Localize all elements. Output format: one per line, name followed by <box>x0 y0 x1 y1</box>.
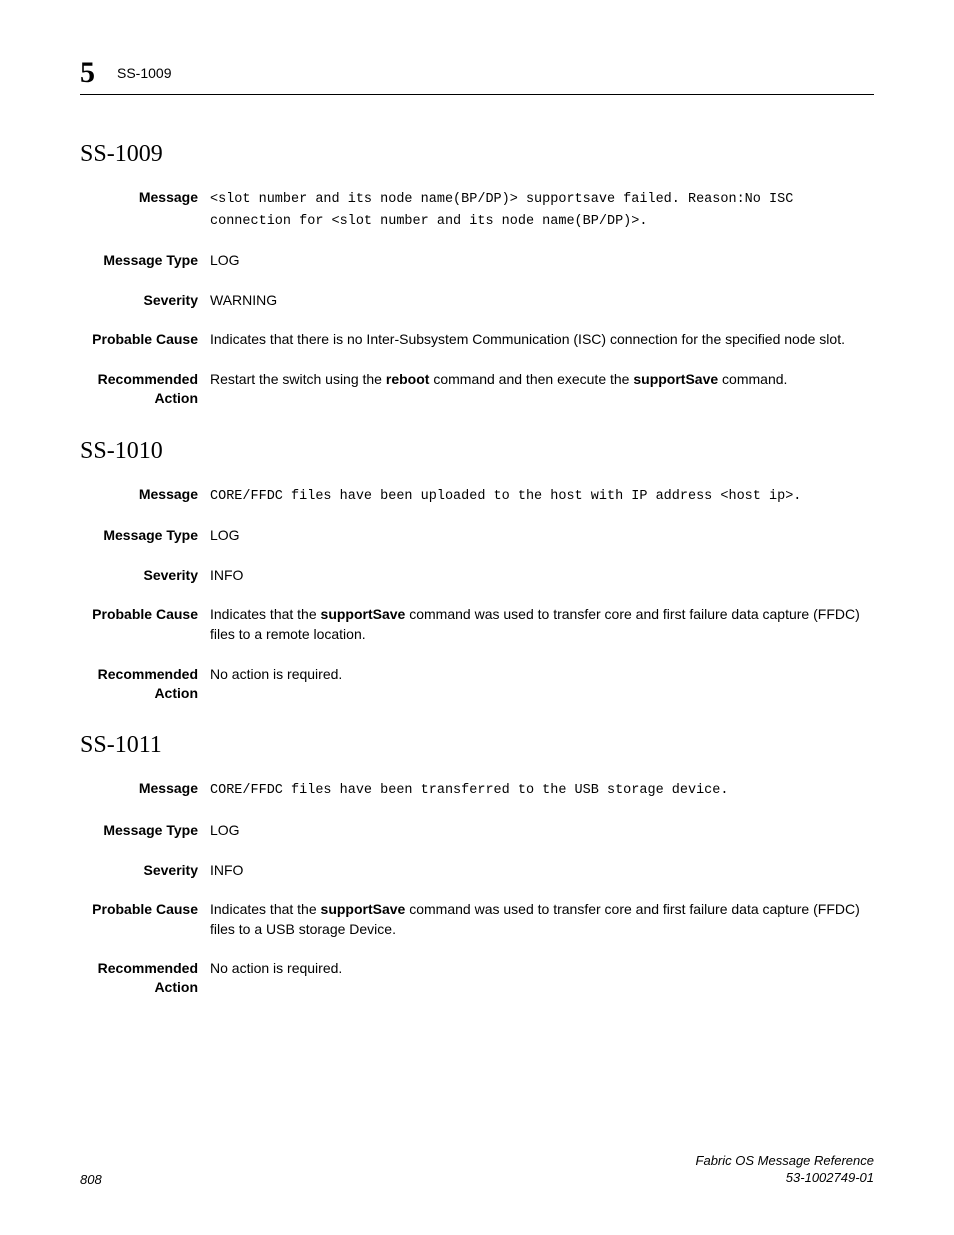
field-value-probable-cause: Indicates that the supportSave command w… <box>210 900 874 939</box>
field-label: Severity <box>80 291 210 310</box>
sections-container: SS-1009Message<slot number and its node … <box>80 141 874 997</box>
field-value-severity: WARNING <box>210 291 874 311</box>
text-segment: reboot <box>386 371 430 387</box>
field-label: Severity <box>80 861 210 880</box>
field-value-probable-cause: Indicates that the supportSave command w… <box>210 605 874 644</box>
field-label-line: Action <box>80 684 198 703</box>
field-label-line: Action <box>80 978 198 997</box>
field-row-probable-cause: Probable CauseIndicates that the support… <box>80 605 874 644</box>
field-value-recommended-action: No action is required. <box>210 959 874 979</box>
field-row-message-type: Message TypeLOG <box>80 251 874 271</box>
field-label: Message Type <box>80 251 210 270</box>
field-row-severity: SeverityINFO <box>80 861 874 881</box>
field-label-line: Recommended <box>80 959 198 978</box>
field-row-severity: SeverityWARNING <box>80 291 874 311</box>
field-row-message: MessageCORE/FFDC files have been transfe… <box>80 779 874 801</box>
page-header: 5 SS-1009 <box>80 58 874 95</box>
text-segment: No action is required. <box>210 666 342 682</box>
field-label: Message Type <box>80 821 210 840</box>
text-segment: No action is required. <box>210 960 342 976</box>
field-label: Message Type <box>80 526 210 545</box>
footer-page-number: 808 <box>80 1172 102 1187</box>
field-label: Message <box>80 485 210 504</box>
field-label: RecommendedAction <box>80 959 210 997</box>
text-segment: <slot number and its node name(BP/DP)> s… <box>210 192 793 229</box>
text-segment: supportSave <box>633 371 718 387</box>
text-segment: command. <box>718 371 787 387</box>
section-title: SS-1010 <box>80 438 874 465</box>
field-row-message: MessageCORE/FFDC files have been uploade… <box>80 485 874 507</box>
field-label: Message <box>80 779 210 798</box>
footer-doc-info: Fabric OS Message Reference 53-1002749-0… <box>696 1153 874 1187</box>
field-label: RecommendedAction <box>80 665 210 703</box>
text-segment: supportSave <box>321 606 406 622</box>
field-row-severity: SeverityINFO <box>80 566 874 586</box>
chapter-number: 5 <box>80 58 95 88</box>
field-label: Severity <box>80 566 210 585</box>
field-label: Probable Cause <box>80 330 210 349</box>
field-label-line: Recommended <box>80 665 198 684</box>
field-row-probable-cause: Probable CauseIndicates that the support… <box>80 900 874 939</box>
page-footer: 808 Fabric OS Message Reference 53-10027… <box>80 1153 874 1187</box>
section-title: SS-1009 <box>80 141 874 168</box>
field-value-recommended-action: Restart the switch using the reboot comm… <box>210 370 874 390</box>
text-segment: CORE/FFDC files have been uploaded to th… <box>210 489 801 504</box>
header-code: SS-1009 <box>117 65 171 81</box>
field-row-recommended-action: RecommendedActionRestart the switch usin… <box>80 370 874 408</box>
field-value-message-type: LOG <box>210 251 874 271</box>
field-value-message-type: LOG <box>210 821 874 841</box>
footer-doc-title: Fabric OS Message Reference <box>696 1153 874 1170</box>
field-label: Probable Cause <box>80 900 210 919</box>
text-segment: Indicates that the <box>210 901 321 917</box>
text-segment: Indicates that the <box>210 606 321 622</box>
field-value-probable-cause: Indicates that there is no Inter-Subsyst… <box>210 330 874 350</box>
field-value-severity: INFO <box>210 861 874 881</box>
field-row-recommended-action: RecommendedActionNo action is required. <box>80 665 874 703</box>
field-row-recommended-action: RecommendedActionNo action is required. <box>80 959 874 997</box>
field-label-line: Action <box>80 389 198 408</box>
text-segment: Indicates that there is no Inter-Subsyst… <box>210 331 845 347</box>
field-label: RecommendedAction <box>80 370 210 408</box>
text-segment: command and then execute the <box>429 371 633 387</box>
field-value-message: <slot number and its node name(BP/DP)> s… <box>210 188 874 231</box>
field-value-message: CORE/FFDC files have been uploaded to th… <box>210 485 874 507</box>
field-row-probable-cause: Probable CauseIndicates that there is no… <box>80 330 874 350</box>
text-segment: CORE/FFDC files have been transferred to… <box>210 783 728 798</box>
field-row-message-type: Message TypeLOG <box>80 821 874 841</box>
footer-doc-id: 53-1002749-01 <box>696 1170 874 1187</box>
field-label: Probable Cause <box>80 605 210 624</box>
section-title: SS-1011 <box>80 732 874 759</box>
field-row-message-type: Message TypeLOG <box>80 526 874 546</box>
text-segment: Restart the switch using the <box>210 371 386 387</box>
field-label-line: Recommended <box>80 370 198 389</box>
field-value-recommended-action: No action is required. <box>210 665 874 685</box>
field-value-message-type: LOG <box>210 526 874 546</box>
field-row-message: Message<slot number and its node name(BP… <box>80 188 874 231</box>
field-value-message: CORE/FFDC files have been transferred to… <box>210 779 874 801</box>
text-segment: supportSave <box>321 901 406 917</box>
field-label: Message <box>80 188 210 207</box>
field-value-severity: INFO <box>210 566 874 586</box>
